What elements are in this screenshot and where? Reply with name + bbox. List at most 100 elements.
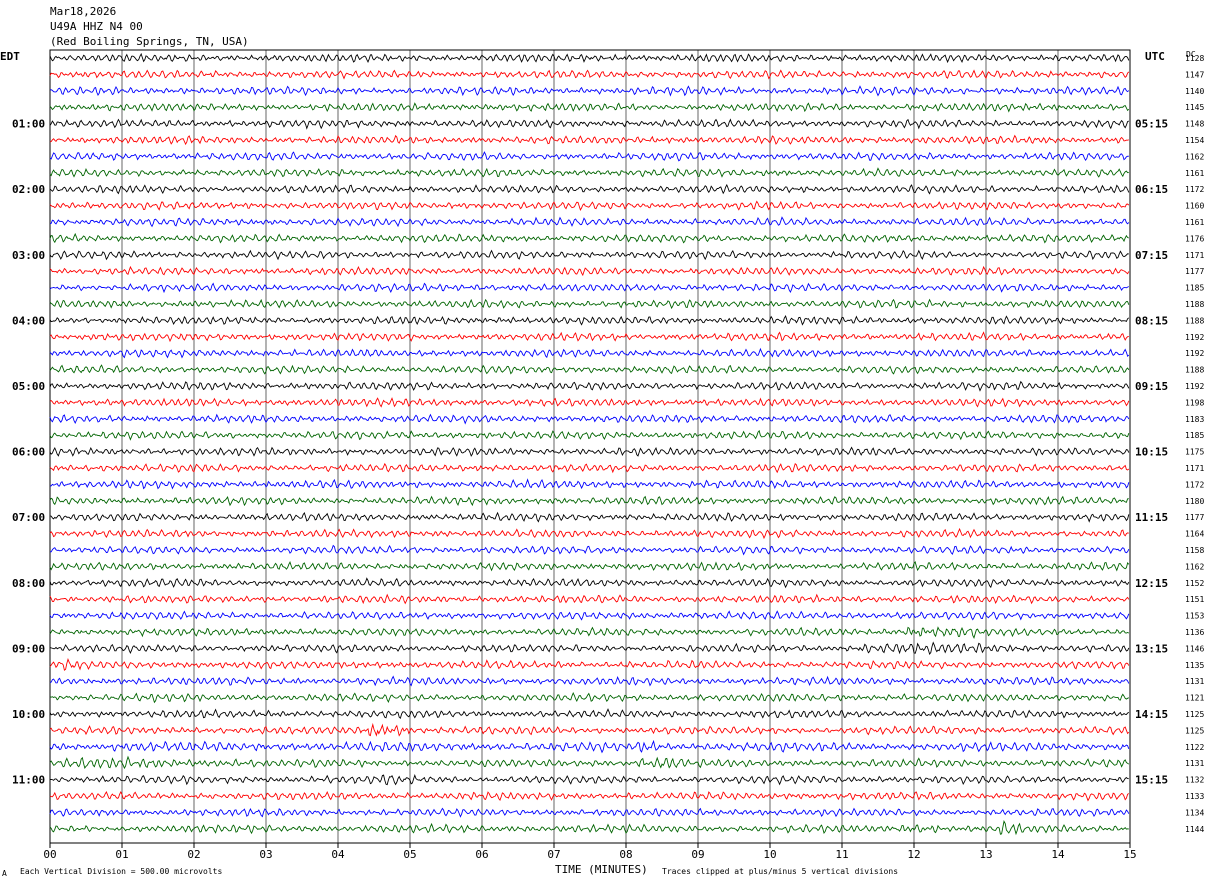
dc-value: 1133	[1185, 792, 1204, 801]
trace-line	[49, 232, 1129, 244]
trace-line	[49, 134, 1129, 146]
dc-value: 1171	[1185, 464, 1204, 473]
dc-value: 1177	[1185, 513, 1204, 522]
trace-line	[49, 397, 1130, 408]
dc-value: 1164	[1185, 530, 1204, 539]
left-hour-label: 05:00	[12, 380, 45, 393]
dc-value: 1162	[1185, 562, 1204, 571]
x-tick-label: 13	[979, 848, 992, 861]
x-tick-label: 02	[187, 848, 200, 861]
x-tick-label: 01	[115, 848, 128, 861]
trace-line	[49, 118, 1129, 130]
right-hour-label: 15:15	[1135, 774, 1168, 787]
dc-value: 1151	[1185, 595, 1204, 604]
left-hour-label: 02:00	[12, 183, 45, 196]
dc-value: 1192	[1185, 382, 1204, 391]
trace-line	[49, 692, 1130, 704]
trace-line	[49, 151, 1129, 162]
x-tick-label: 10	[763, 848, 776, 861]
dc-value: 1145	[1185, 103, 1204, 112]
trace-line	[49, 478, 1130, 490]
x-axis-title: TIME (MINUTES)	[555, 863, 648, 876]
dc-value: 1146	[1185, 644, 1204, 653]
right-hour-label: 05:15	[1135, 118, 1168, 131]
trace-line	[49, 462, 1130, 474]
dc-value: 1183	[1185, 415, 1204, 424]
trace-line	[49, 249, 1129, 261]
dc-value: 1192	[1185, 349, 1204, 358]
right-hour-label: 11:15	[1135, 511, 1168, 524]
trace-line	[49, 413, 1130, 425]
dc-value: 1144	[1185, 825, 1204, 834]
dc-value: 1160	[1185, 202, 1204, 211]
dc-value: 1188	[1185, 366, 1204, 375]
trace-line	[49, 429, 1130, 441]
left-hour-label: 04:00	[12, 314, 45, 327]
left-hour-label: 08:00	[12, 577, 45, 590]
dc-value: 1175	[1185, 448, 1204, 457]
dc-value: 1128	[1185, 54, 1204, 63]
right-hour-label: 13:15	[1135, 642, 1168, 655]
header-location: (Red Boiling Springs, TN, USA)	[50, 35, 249, 48]
dc-value: 1140	[1185, 87, 1204, 96]
dc-value: 1171	[1185, 251, 1204, 260]
trace-line	[49, 527, 1129, 540]
trace-line	[49, 315, 1130, 326]
x-tick-label: 05	[403, 848, 416, 861]
trace-line	[49, 807, 1130, 818]
trace-line	[49, 331, 1129, 343]
trace-line	[49, 347, 1130, 359]
trace-line	[49, 495, 1129, 507]
dc-value: 1132	[1185, 776, 1204, 785]
right-hour-label: 10:15	[1135, 446, 1168, 459]
dc-value: 1131	[1185, 677, 1204, 686]
dc-value: 1192	[1185, 333, 1204, 342]
dc-value: 1161	[1185, 218, 1204, 227]
trace-line	[49, 52, 1130, 64]
dc-header-label: DC	[1186, 50, 1196, 59]
right-hour-label: 14:15	[1135, 708, 1168, 721]
trace-line	[49, 641, 1130, 656]
trace-line	[49, 511, 1130, 523]
dc-value: 1122	[1185, 743, 1204, 752]
left-hour-label: 10:00	[12, 708, 45, 721]
trace-line	[49, 446, 1130, 457]
x-tick-label: 15	[1123, 848, 1136, 861]
trace-line	[49, 675, 1130, 687]
x-tick-label: 14	[1051, 848, 1065, 861]
dc-value: 1176	[1185, 234, 1204, 243]
trace-line	[49, 610, 1130, 621]
dc-value: 1136	[1185, 628, 1204, 637]
trace-line	[49, 364, 1130, 375]
plot-frame	[49, 49, 1131, 844]
left-hour-label: 03:00	[12, 249, 45, 262]
trace-line	[49, 773, 1129, 786]
dc-value: 1148	[1185, 120, 1204, 129]
x-tick-label: 11	[835, 848, 848, 861]
x-tick-label: 00	[43, 848, 56, 861]
dc-value: 1131	[1185, 759, 1204, 768]
dc-value: 1147	[1185, 70, 1204, 79]
dc-value: 1153	[1185, 612, 1204, 621]
x-tick-label: 09	[691, 848, 704, 861]
dc-value: 1125	[1185, 710, 1204, 719]
trace-line	[49, 791, 1130, 802]
dc-value: 1134	[1185, 808, 1204, 817]
trace-line	[49, 739, 1130, 754]
trace-line	[49, 298, 1130, 310]
trace-line	[49, 200, 1130, 211]
trace-line	[49, 380, 1130, 392]
trace-line	[49, 722, 1130, 737]
dc-value: 1185	[1185, 431, 1204, 440]
left-hour-label: 01:00	[12, 118, 45, 131]
trace-line	[49, 544, 1130, 556]
trace-line	[49, 626, 1129, 640]
x-tick-label: 03	[259, 848, 272, 861]
dc-value: 1135	[1185, 661, 1204, 670]
dc-value: 1158	[1185, 546, 1204, 555]
left-hour-label: 09:00	[12, 642, 45, 655]
header-date: Mar18,2026	[50, 5, 117, 18]
x-tick-label: 06	[475, 848, 488, 861]
dc-value: 1154	[1185, 136, 1204, 145]
trace-line	[49, 216, 1130, 228]
